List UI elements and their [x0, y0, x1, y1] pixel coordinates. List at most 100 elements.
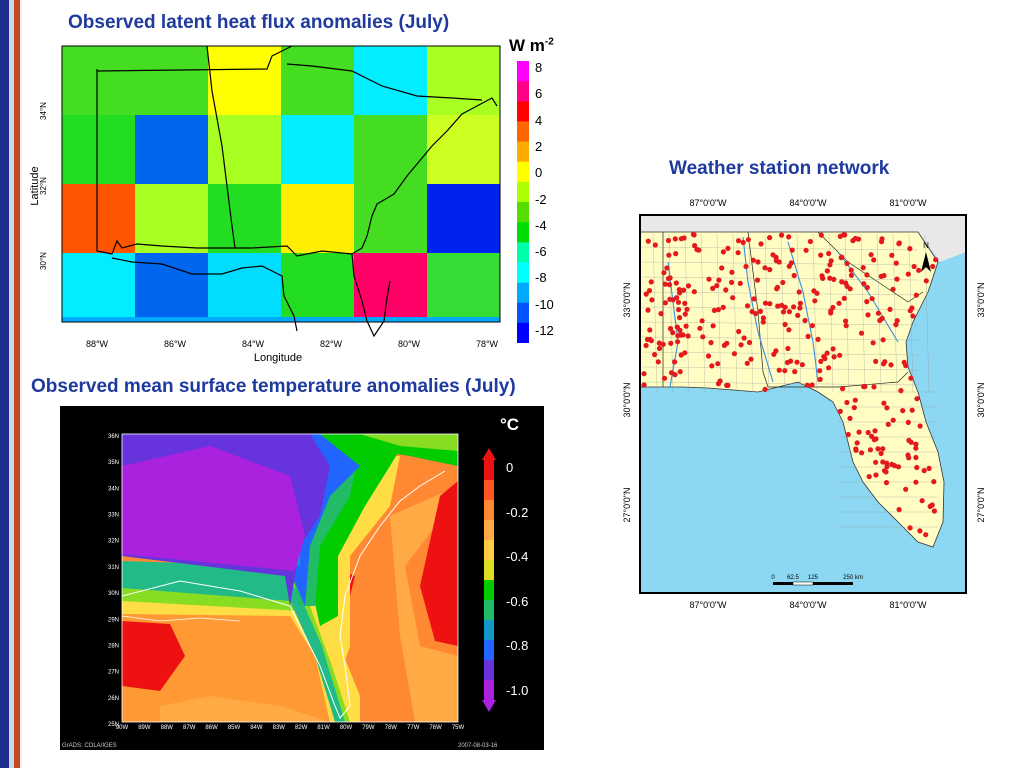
heat-flux-cell	[208, 115, 282, 185]
station-dot	[714, 283, 720, 289]
temp-y-tick: 30N	[108, 591, 119, 597]
station-dot	[716, 277, 722, 283]
station-dot	[685, 283, 692, 289]
heat-flux-cell	[354, 253, 428, 323]
station-dot	[676, 307, 682, 313]
station-dot	[861, 281, 867, 287]
station-dot	[851, 405, 857, 411]
heat-flux-cell	[281, 184, 355, 254]
temp-colorbar-gradient	[482, 448, 496, 712]
station-dot	[661, 270, 667, 276]
station-dot	[843, 323, 849, 329]
station-dot	[760, 319, 766, 325]
station-dot	[700, 334, 706, 340]
station-dot	[662, 281, 668, 287]
station-dot	[647, 327, 653, 333]
heat-flux-colorbar-label: -2	[535, 191, 547, 207]
temp-x-tick: 87W	[183, 725, 196, 731]
county-line	[641, 351, 919, 356]
station-dot	[916, 267, 922, 273]
temp-x-tick: 90W	[116, 725, 129, 731]
station-dot	[771, 351, 777, 357]
temp-y-tick: 25N	[108, 722, 119, 728]
station-dot	[665, 237, 672, 244]
station-dot	[815, 336, 821, 342]
county-line	[641, 321, 919, 326]
station-dot	[880, 446, 886, 452]
surface-temp-map: 90W 89W 88W 87W 86W 85W 84W 83W 82W 81W 80W 79W 78W 7…	[62, 433, 498, 749]
station-dot	[843, 318, 849, 324]
station-dot	[913, 445, 919, 451]
station-y-tick: 33°0'0"N	[622, 282, 632, 317]
station-x-tick: 87°0'0"W	[689, 198, 727, 208]
temp-y-tick: 35N	[108, 460, 119, 466]
station-dot	[828, 310, 834, 316]
heat-flux-colorbar-swatch	[517, 222, 529, 243]
station-dot	[774, 286, 780, 292]
station-dot	[641, 371, 647, 377]
station-dot	[762, 265, 768, 271]
station-dot	[672, 359, 678, 365]
station-dot	[719, 265, 725, 271]
heat-flux-x-tick: 88°W	[86, 339, 109, 349]
station-dot	[919, 498, 925, 504]
station-dot	[666, 282, 673, 288]
station-map: N 0 62.5 125 250 km 87°0'0"W 84°0'0"W 81°0…	[622, 198, 986, 610]
temp-x-ticks: 90W 89W 88W 87W 86W 85W 84W 83W 82W 81W 80W 79W 78W 7…	[116, 725, 465, 731]
station-dot	[880, 459, 886, 465]
station-dot	[827, 262, 833, 268]
station-dot	[831, 354, 837, 360]
station-dot	[896, 507, 902, 513]
station-dot	[888, 362, 894, 368]
station-dot	[779, 302, 785, 308]
station-y-ticks-right: 33°0'0"N 30°0'0"N 27°0'0"N	[976, 282, 986, 522]
station-dot	[844, 399, 850, 406]
station-dot	[675, 339, 681, 345]
heat-flux-colorbar-label: -8	[535, 270, 547, 286]
station-dot	[900, 408, 906, 414]
station-dot	[647, 336, 653, 342]
station-dot	[791, 272, 797, 279]
station-dot	[705, 353, 712, 359]
station-dot	[788, 358, 794, 364]
station-dot	[923, 532, 929, 538]
station-dot	[860, 265, 866, 271]
station-dot	[868, 252, 874, 258]
station-dot	[907, 525, 913, 531]
heat-flux-colorbar-swatch	[517, 161, 529, 183]
station-dot	[803, 247, 809, 253]
station-dot	[682, 311, 688, 317]
station-dot	[905, 452, 911, 458]
station-dot	[745, 237, 751, 243]
heat-flux-cell	[135, 253, 209, 323]
station-dot	[821, 354, 827, 360]
station-dot	[715, 361, 721, 367]
station-dot	[696, 247, 702, 253]
station-dot	[826, 250, 832, 257]
station-dot	[875, 446, 881, 452]
station-dot	[708, 340, 714, 346]
heat-flux-colorbar-label: 0	[535, 165, 543, 181]
station-dot	[917, 423, 923, 429]
station-dot	[836, 300, 842, 306]
station-dot	[675, 333, 681, 339]
station-dot	[762, 386, 768, 392]
station-dot	[680, 332, 686, 338]
station-dot	[674, 324, 680, 330]
station-dot	[744, 303, 751, 309]
surface-temp-panel: 90W 89W 88W 87W 86W 85W 84W 83W 82W 81W 80W 79W 78W 7…	[60, 406, 544, 750]
heat-flux-map: 88°W 86°W 84°W 82°W 80°W 78°W 34°N 32°N 30°N Lo…	[29, 45, 501, 364]
heat-flux-unit-base: W m	[509, 36, 545, 55]
station-dot	[649, 297, 655, 303]
station-dot	[871, 437, 877, 443]
station-dot	[867, 447, 873, 453]
heat-flux-cell	[354, 46, 428, 116]
station-dot	[673, 280, 679, 286]
station-dot	[866, 474, 872, 480]
station-dot	[927, 503, 933, 509]
heat-flux-title: Observed latent heat flux anomalies (Jul…	[68, 12, 450, 33]
station-dot	[875, 310, 881, 316]
heat-flux-grid	[62, 46, 501, 323]
station-dot	[887, 306, 893, 312]
station-dot	[879, 315, 885, 321]
